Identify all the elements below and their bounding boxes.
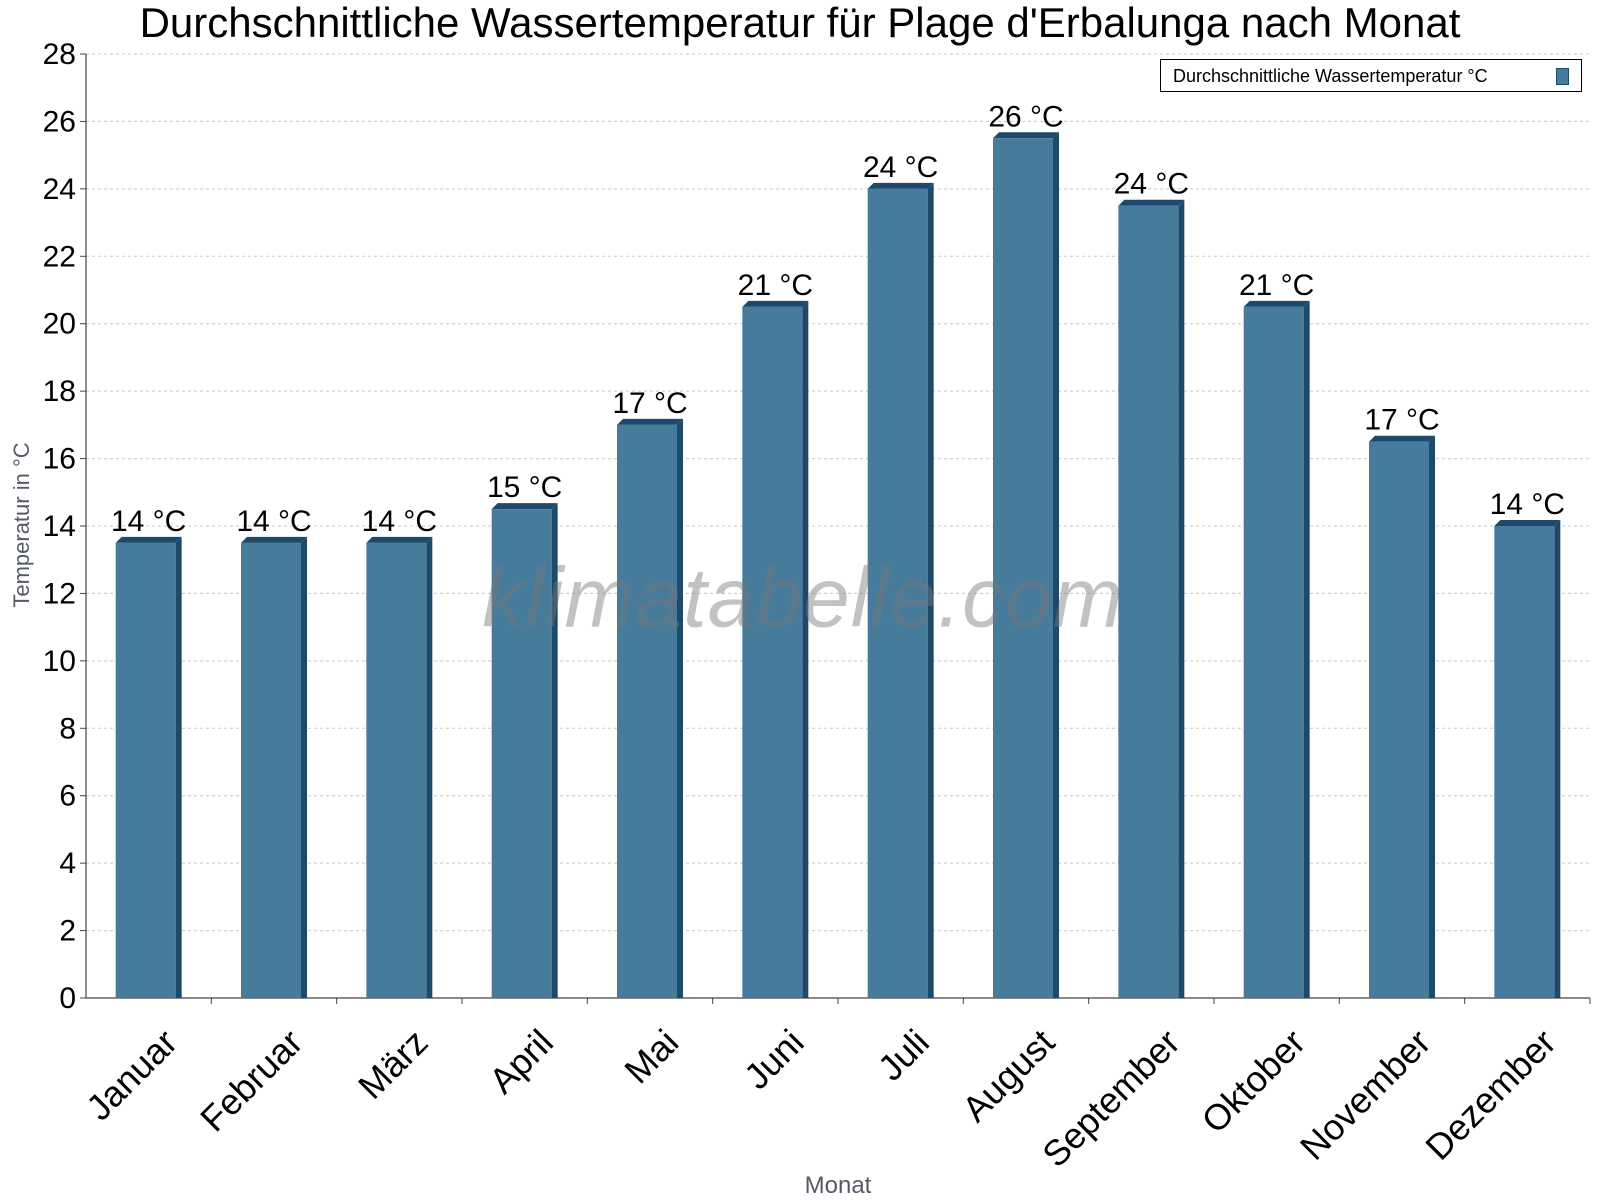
bar xyxy=(617,424,677,998)
y-tick-label: 8 xyxy=(59,712,76,745)
data-label: 21 °C xyxy=(1239,269,1314,302)
x-tick-label: November xyxy=(1292,1021,1438,1167)
bar-side xyxy=(1303,300,1310,998)
y-tick-label: 22 xyxy=(43,240,76,273)
y-tick-label: 26 xyxy=(43,105,76,138)
bar-side xyxy=(551,503,558,998)
data-label: 14 °C xyxy=(1490,488,1565,521)
data-label: 14 °C xyxy=(236,505,311,538)
bar-top xyxy=(1369,435,1435,442)
y-tick-label: 2 xyxy=(59,915,76,948)
legend-swatch xyxy=(1556,68,1569,85)
legend: Durchschnittliche Wassertemperatur °C xyxy=(1160,59,1582,92)
y-tick-label: 18 xyxy=(43,375,76,408)
bar-side xyxy=(426,536,433,998)
bar xyxy=(491,509,552,998)
bar-side xyxy=(301,536,307,998)
x-tick-label: Januar xyxy=(78,1021,185,1128)
bar xyxy=(366,542,427,998)
y-tick-label: 20 xyxy=(43,308,76,341)
bar-side xyxy=(927,182,934,998)
x-tick-label: Juni xyxy=(736,1021,812,1097)
y-tick-label: 10 xyxy=(43,645,76,678)
x-tick-label: Dezember xyxy=(1417,1021,1563,1167)
bar xyxy=(993,138,1053,999)
data-label: 17 °C xyxy=(612,387,687,420)
bar-side xyxy=(175,536,182,998)
data-label: 21 °C xyxy=(738,269,813,302)
bar-top xyxy=(742,300,809,307)
bar-top xyxy=(867,182,934,189)
x-tick-label: Juli xyxy=(870,1021,937,1088)
y-tick-label: 6 xyxy=(59,780,76,813)
bar xyxy=(742,306,803,998)
bar-top xyxy=(491,503,558,510)
bar-top xyxy=(1494,520,1561,526)
x-tick-label: August xyxy=(954,1021,1062,1129)
bar xyxy=(115,542,176,998)
bar-side xyxy=(1053,132,1059,999)
bar-top xyxy=(115,536,182,543)
x-axis-label: Monat xyxy=(804,1172,872,1199)
data-label: 14 °C xyxy=(111,505,186,538)
y-tick-label: 4 xyxy=(59,847,76,880)
bar-top xyxy=(993,132,1059,139)
bar xyxy=(241,542,301,998)
x-tick-label: April xyxy=(481,1021,561,1101)
bar-top xyxy=(1243,300,1310,307)
bar-top xyxy=(617,418,683,425)
bar xyxy=(1118,205,1179,998)
data-label: 17 °C xyxy=(1364,404,1439,437)
watermark: klimatabelle.com xyxy=(482,550,1124,645)
x-tick-label: Februar xyxy=(192,1021,310,1139)
bar-side xyxy=(1429,435,1435,998)
x-tick-label: Mai xyxy=(616,1021,686,1091)
bar xyxy=(1369,441,1429,998)
data-label: 26 °C xyxy=(988,100,1063,133)
x-tick-label: September xyxy=(1034,1021,1188,1175)
bar xyxy=(1494,526,1555,998)
data-label: 24 °C xyxy=(863,151,938,184)
bar-side xyxy=(802,300,809,998)
bar xyxy=(867,188,928,998)
y-tick-label: 24 xyxy=(43,173,76,206)
bar-side xyxy=(1178,199,1185,998)
legend-label: Durchschnittliche Wassertemperatur °C xyxy=(1173,66,1488,86)
data-label: 15 °C xyxy=(487,471,562,504)
y-axis-label: Temperatur in °C xyxy=(9,442,34,608)
bar-top xyxy=(1118,199,1185,206)
y-tick-label: 28 xyxy=(43,38,76,71)
y-tick-label: 16 xyxy=(43,443,76,476)
x-tick-label: Oktober xyxy=(1193,1021,1313,1141)
y-tick-label: 12 xyxy=(43,577,76,610)
y-tick-label: 14 xyxy=(43,510,76,543)
bar-side xyxy=(1554,520,1561,998)
bar xyxy=(1243,306,1304,998)
data-label: 24 °C xyxy=(1114,168,1189,201)
y-tick-label: 0 xyxy=(59,982,76,1015)
x-tick-label: März xyxy=(350,1021,436,1107)
bar-top xyxy=(241,536,307,543)
bar-side xyxy=(677,418,683,998)
chart-title: Durchschnittliche Wassertemperatur für P… xyxy=(139,0,1461,46)
data-label: 14 °C xyxy=(362,505,437,538)
bar-top xyxy=(366,536,433,543)
